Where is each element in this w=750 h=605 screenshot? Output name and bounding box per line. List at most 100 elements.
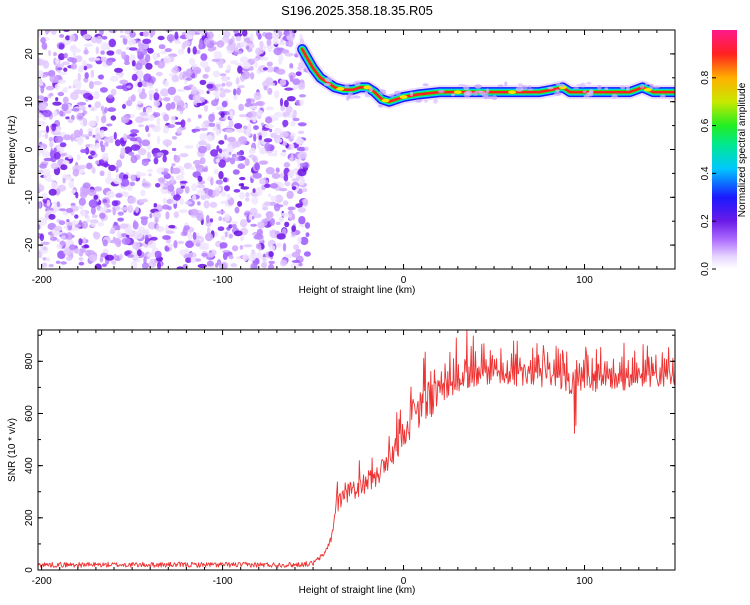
noise-speck — [222, 217, 226, 223]
noise-speck — [257, 48, 264, 54]
noise-speck — [219, 73, 227, 77]
trace-halo-speck — [474, 84, 482, 89]
noise-speck — [165, 224, 169, 232]
noise-speck — [220, 191, 227, 197]
noise-speck — [226, 136, 236, 143]
noise-speck — [101, 263, 107, 268]
noise-speck — [136, 171, 142, 178]
trace-halo-speck — [649, 83, 654, 89]
noise-speck — [79, 191, 88, 199]
noise-speck — [266, 66, 274, 73]
noise-speck — [179, 180, 188, 184]
noise-speck — [213, 168, 219, 175]
noise-speck — [253, 133, 257, 142]
noise-speck — [42, 109, 52, 118]
noise-speck — [237, 65, 243, 74]
noise-speck — [157, 53, 160, 58]
noise-speck — [156, 224, 160, 230]
noise-speck — [147, 133, 151, 138]
noise-speck — [262, 206, 269, 211]
noise-speck — [173, 95, 182, 103]
noise-speck — [271, 31, 280, 40]
noise-speck — [88, 81, 94, 89]
noise-speck — [262, 67, 268, 71]
noise-speck — [231, 41, 236, 49]
noise-speck — [137, 50, 142, 56]
noise-speck — [298, 216, 306, 225]
noise-speck — [216, 210, 226, 214]
noise-speck — [192, 160, 202, 165]
noise-speck — [126, 234, 130, 238]
noise-speck — [154, 250, 162, 259]
noise-speck — [290, 143, 295, 151]
noise-speck — [238, 114, 248, 118]
noise-speck — [53, 51, 57, 57]
noise-speck — [187, 232, 193, 241]
noise-speck — [72, 50, 77, 59]
noise-speck — [56, 201, 61, 208]
noise-speck — [268, 201, 277, 206]
noise-speck — [245, 45, 250, 50]
noise-speck — [156, 117, 161, 126]
noise-speck — [218, 159, 226, 168]
noise-speck — [88, 131, 93, 137]
noise-speck — [114, 139, 121, 147]
trace-halo-speck — [348, 91, 353, 97]
noise-speck — [119, 223, 129, 229]
noise-speck — [215, 158, 220, 163]
noise-speck — [206, 227, 211, 234]
noise-speck — [152, 52, 158, 61]
noise-speck — [50, 162, 59, 170]
noise-speck — [67, 118, 74, 124]
noise-speck — [176, 127, 182, 135]
noise-speck — [187, 252, 197, 259]
noise-speck — [96, 142, 100, 150]
noise-speck — [292, 85, 299, 90]
noise-speck — [273, 111, 284, 118]
noise-speck — [109, 135, 114, 144]
trace-halo-speck — [415, 99, 423, 103]
trace-halo-speck — [457, 84, 466, 87]
noise-speck — [299, 99, 304, 106]
noise-speck — [248, 213, 252, 221]
noise-speck — [283, 200, 289, 206]
noise-speck — [245, 197, 250, 202]
noise-speck — [100, 129, 104, 135]
noise-speck — [75, 191, 79, 199]
noise-speck — [165, 230, 175, 235]
snr-ytick-label: 600 — [24, 405, 35, 422]
noise-speck — [167, 86, 177, 96]
noise-speck — [126, 99, 133, 107]
noise-speck — [59, 34, 65, 38]
noise-speck — [61, 61, 70, 66]
noise-speck — [235, 35, 242, 42]
noise-speck — [196, 30, 200, 33]
noise-speck — [218, 140, 225, 145]
trace-hotspot — [508, 90, 517, 94]
noise-speck — [176, 174, 184, 181]
trace-halo-speck — [410, 91, 413, 97]
noise-speck — [228, 233, 233, 239]
noise-speck — [203, 104, 209, 112]
noise-speck — [207, 189, 213, 197]
noise-speck — [297, 130, 305, 134]
noise-speck — [127, 196, 137, 204]
noise-speck — [91, 167, 96, 174]
noise-speck — [243, 244, 253, 248]
noise-speck — [285, 254, 293, 259]
noise-speck — [251, 57, 260, 62]
noise-speck — [219, 91, 226, 98]
noise-speck — [100, 56, 108, 62]
noise-speck — [157, 177, 166, 183]
noise-speck — [254, 233, 264, 240]
noise-speck — [301, 187, 308, 193]
snr-line — [38, 330, 675, 568]
noise-speck — [96, 35, 103, 44]
noise-speck — [186, 30, 196, 36]
trace-halo-speck — [586, 81, 592, 85]
noise-speck — [75, 82, 82, 90]
noise-speck — [257, 221, 265, 229]
noise-speck — [215, 121, 223, 125]
noise-speck — [226, 193, 231, 200]
